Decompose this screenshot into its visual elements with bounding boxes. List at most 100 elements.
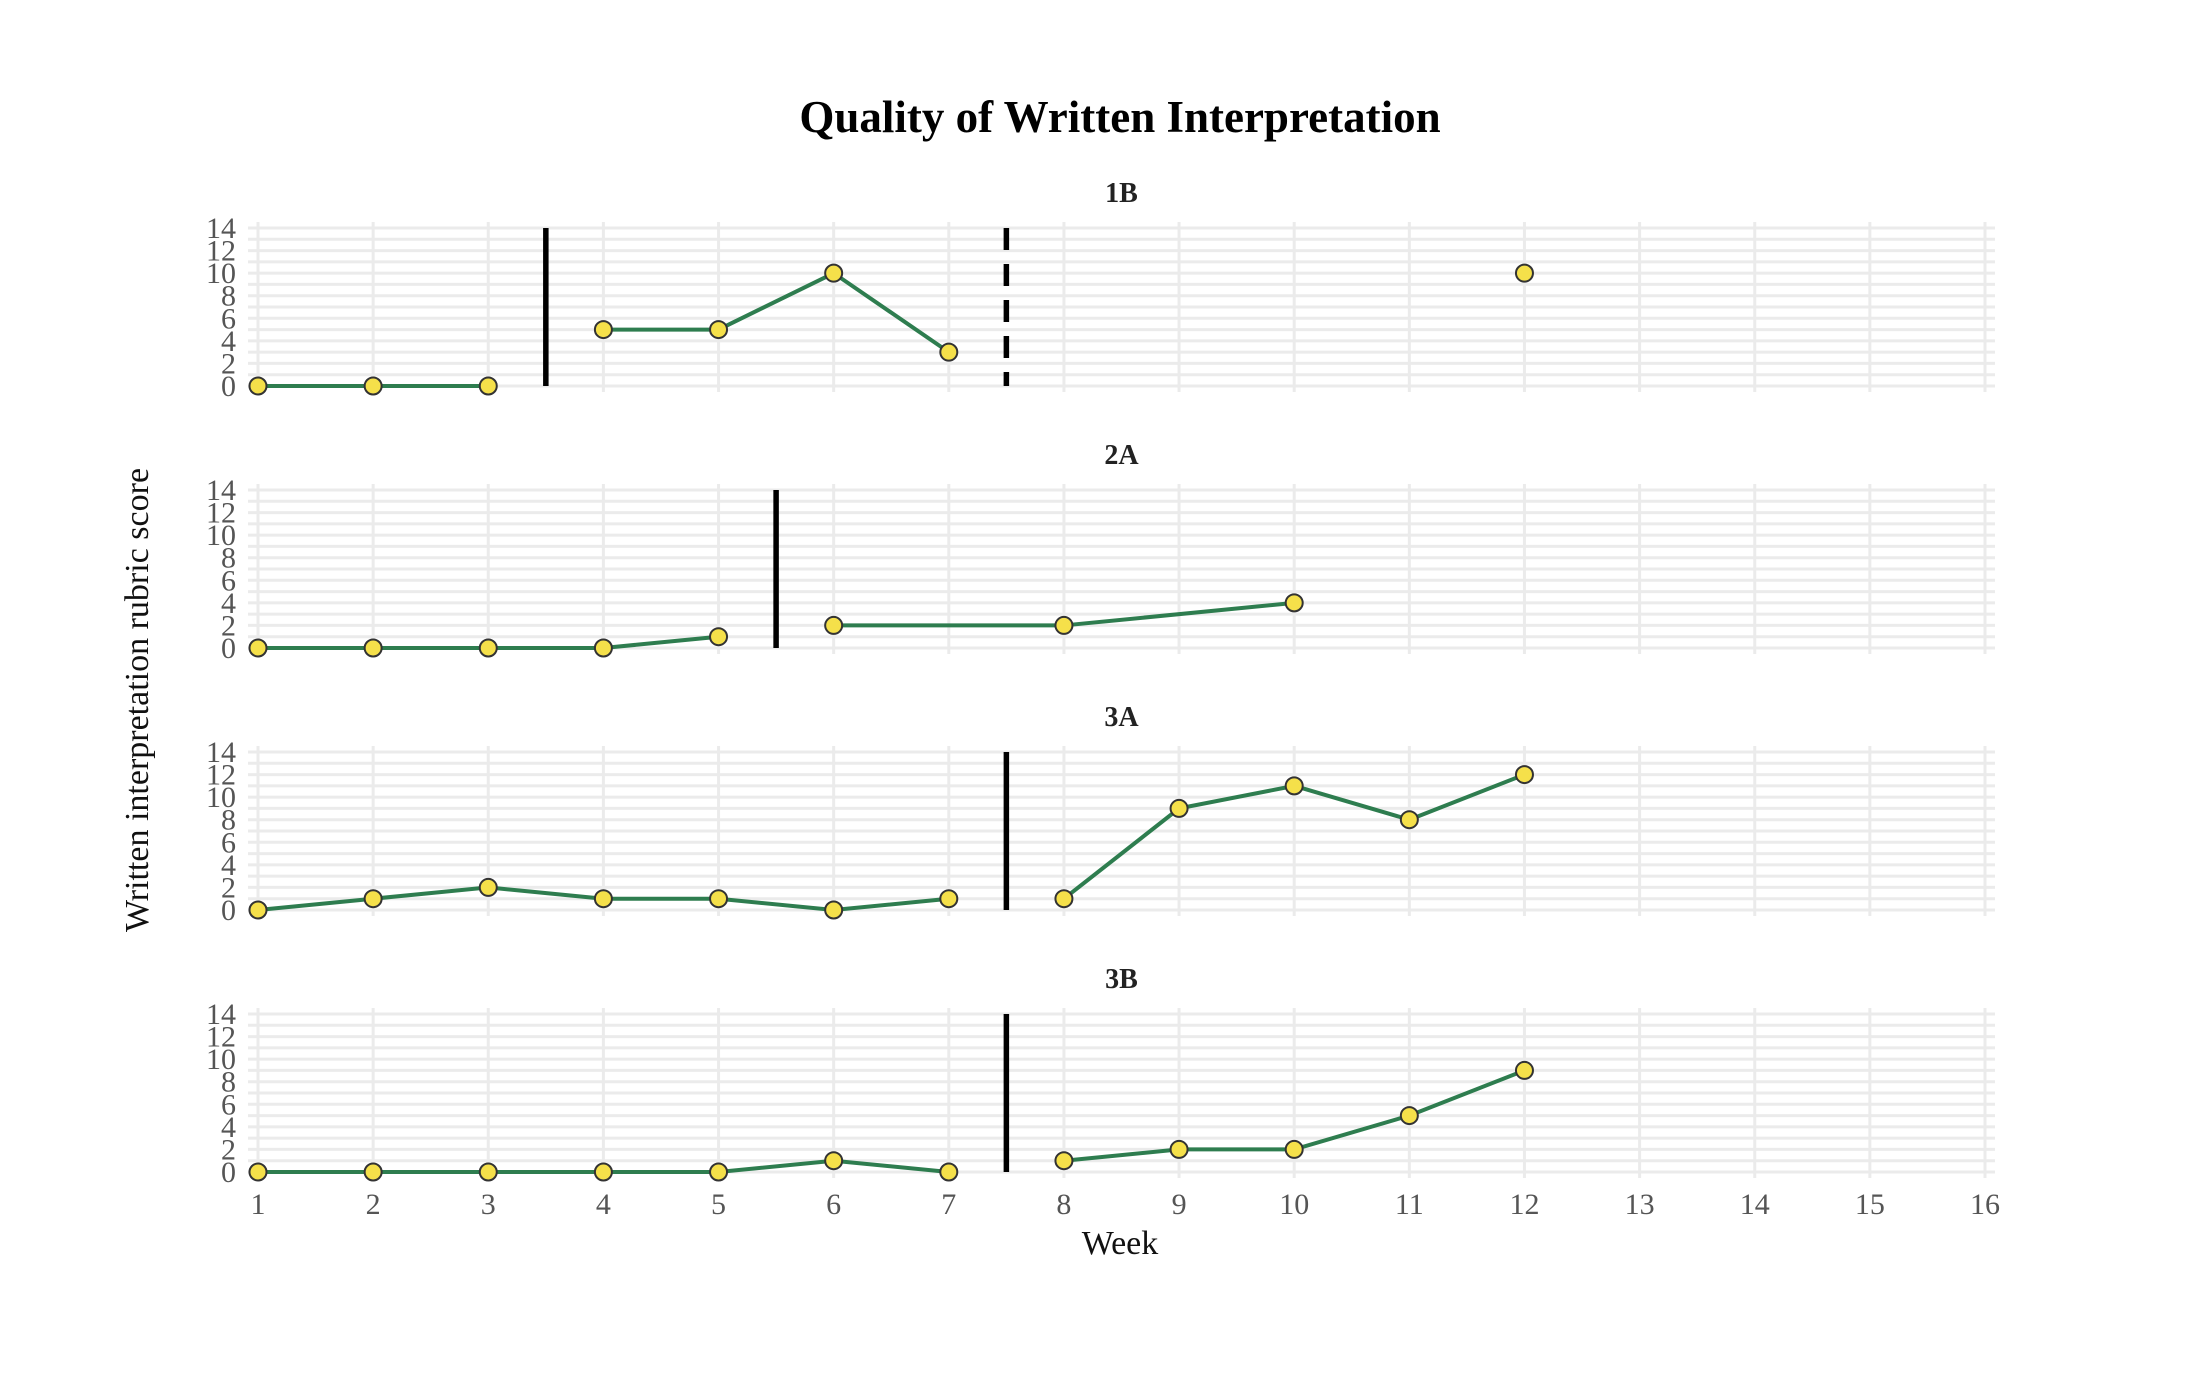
data-point [593,1162,613,1182]
y-tick-label: 4 [221,325,236,358]
y-tick-label: 2 [221,347,236,380]
data-point [709,627,729,647]
x-tick-label: 12 [1509,1188,1539,1221]
x-tick-label: 7 [941,1188,956,1221]
data-point [824,1151,844,1171]
data-point [709,1162,729,1182]
y-tick-label: 6 [221,564,236,597]
data-point [1284,593,1304,613]
x-tick-label: 9 [1172,1188,1187,1221]
data-point [1284,776,1304,796]
y-tick-label: 0 [221,894,236,927]
y-axis-title: Written interpretation rubric score [119,468,156,932]
chart-title: Quality of Written Interpretation [799,92,1440,142]
y-tick-label: 8 [221,542,236,575]
data-point [1284,1139,1304,1159]
y-tick-label: 6 [221,1088,236,1121]
data-point [363,638,383,658]
data-point [709,320,729,340]
data-point [1514,263,1534,283]
data-point [363,889,383,909]
y-tick-label: 14 [206,736,236,769]
x-tick-label: 3 [481,1188,496,1221]
x-tick-label: 1 [251,1188,266,1221]
y-tick-label: 8 [221,280,236,313]
data-point [1054,1151,1074,1171]
data-point [1514,1060,1534,1080]
facet-label: 3B [1105,964,1138,995]
y-tick-label: 12 [206,497,236,530]
data-point [593,320,613,340]
y-tick-label: 10 [206,781,236,814]
data-point [824,900,844,920]
data-point [1399,1106,1419,1126]
y-tick-label: 14 [206,474,236,507]
data-point [939,889,959,909]
y-tick-label: 8 [221,1066,236,1099]
data-point [363,376,383,396]
series-line [603,270,950,354]
x-tick-label: 10 [1279,1188,1309,1221]
data-point [1054,615,1074,635]
data-point [478,638,498,658]
y-tick-label: 0 [221,632,236,665]
data-point [824,615,844,635]
data-point [593,889,613,909]
data-point [478,376,498,396]
data-point [248,1162,268,1182]
x-tick-label: 8 [1056,1188,1071,1221]
data-point [363,1162,383,1182]
facet-label: 3A [1104,702,1139,733]
data-point [824,263,844,283]
x-tick-label: 13 [1625,1188,1655,1221]
y-tick-label: 10 [206,257,236,290]
y-tick-label: 2 [221,871,236,904]
y-tick-label: 10 [206,519,236,552]
y-tick-label: 6 [221,826,236,859]
facet-panels: 1B024681012142A024681012143A024681012143… [206,178,1995,1189]
y-tick-label: 2 [221,609,236,642]
x-tick-label: 6 [826,1188,841,1221]
y-tick-label: 8 [221,804,236,837]
x-tick-label: 4 [596,1188,611,1221]
data-point [593,638,613,658]
y-tick-label: 12 [206,1021,236,1054]
y-tick-label: 14 [206,212,236,245]
y-tick-label: 12 [206,759,236,792]
data-point [248,638,268,658]
data-point [1169,798,1189,818]
x-tick-label: 5 [711,1188,726,1221]
y-tick-label: 10 [206,1043,236,1076]
x-tick-label: 2 [366,1188,381,1221]
data-point [478,877,498,897]
y-tick-label: 12 [206,235,236,268]
data-point [1399,810,1419,830]
data-point [478,1162,498,1182]
data-point [1054,889,1074,909]
y-tick-label: 2 [221,1133,236,1166]
data-point [248,900,268,920]
x-tick-label: 14 [1740,1188,1770,1221]
x-tick-label: 15 [1855,1188,1885,1221]
facet-label: 1B [1105,178,1138,209]
y-tick-label: 4 [221,1111,236,1144]
facet-label: 2A [1104,440,1139,471]
y-tick-label: 4 [221,849,236,882]
data-point [248,376,268,396]
x-axis: 1 2 3 4 5 6 7 8 9 10 11 12 13 14 15 16 [251,1188,2001,1221]
data-point [939,342,959,362]
x-tick-label: 16 [1970,1188,2000,1221]
y-tick-label: 6 [221,302,236,335]
y-tick-label: 0 [221,1156,236,1189]
data-point [709,889,729,909]
data-point [939,1162,959,1182]
y-tick-label: 14 [206,998,236,1031]
x-axis-title: Week [1082,1225,1159,1262]
data-point [1169,1139,1189,1159]
x-tick-label: 11 [1395,1188,1424,1221]
